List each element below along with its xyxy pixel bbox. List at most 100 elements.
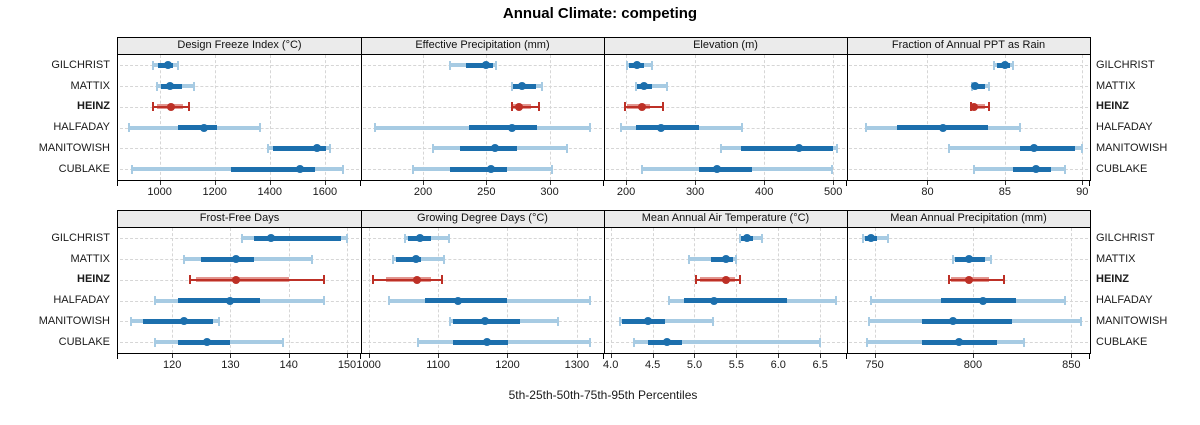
range-cap-low xyxy=(411,164,414,174)
axis-tick-label: 5.0 xyxy=(686,358,703,371)
panel-boundary-tick xyxy=(117,353,118,359)
range-cap-low xyxy=(152,102,155,112)
median-dot xyxy=(296,165,305,174)
gridline-vertical xyxy=(269,55,271,180)
range-cap-high xyxy=(259,123,262,133)
median-dot xyxy=(507,123,516,132)
panel-boundary-tick xyxy=(846,353,847,359)
site-label-right: MATTIX xyxy=(1096,79,1136,92)
axis-tick-label: 1300 xyxy=(564,358,590,371)
range-cap-low xyxy=(391,254,394,264)
gridline-horizontal xyxy=(363,238,602,240)
gridline-vertical xyxy=(652,228,654,353)
range-25-75 xyxy=(396,256,422,262)
axis-tick-label: 400 xyxy=(754,185,774,198)
median-dot xyxy=(411,255,420,264)
gridline-vertical xyxy=(874,228,876,353)
axis-tick xyxy=(549,180,551,185)
axis-tick-label: 150 xyxy=(337,358,357,371)
panel-boundary-tick xyxy=(1089,180,1090,186)
panel-boundary-tick xyxy=(1089,353,1090,359)
axis-tick xyxy=(507,353,509,358)
site-label-left: HEINZ xyxy=(77,100,110,113)
axis-tick xyxy=(1004,180,1006,185)
range-cap-high xyxy=(311,254,314,264)
median-dot xyxy=(971,82,980,91)
range-cap-low xyxy=(448,316,451,326)
site-label-right: MATTIX xyxy=(1096,252,1136,265)
axis-tick-label: 1200 xyxy=(495,358,520,371)
range-5-95 xyxy=(619,319,713,324)
range-cap-high xyxy=(1064,296,1067,306)
gridline-vertical xyxy=(1071,228,1073,353)
axis-tick xyxy=(652,353,654,358)
site-label-left: HALFADAY xyxy=(53,294,110,307)
range-cap-high xyxy=(1003,275,1006,285)
range-cap-high xyxy=(1064,164,1067,174)
median-dot xyxy=(964,275,973,284)
axis-tick-label: 300 xyxy=(685,185,705,198)
axis-tick-label: 120 xyxy=(163,358,182,371)
median-dot xyxy=(163,61,172,70)
gridline-vertical xyxy=(549,55,551,180)
gridline-horizontal xyxy=(363,259,602,261)
axis-tick xyxy=(324,180,326,185)
median-dot xyxy=(949,317,958,326)
site-label-left: MANITOWISH xyxy=(38,141,110,154)
range-5-95 xyxy=(189,278,324,281)
range-cap-low xyxy=(404,233,407,243)
site-label-right: HALFADAY xyxy=(1096,294,1153,307)
panel-separator xyxy=(604,211,605,353)
median-dot xyxy=(482,338,491,347)
range-cap-high xyxy=(341,164,344,174)
gridline-horizontal xyxy=(606,238,845,240)
range-cap-low xyxy=(640,164,643,174)
gridline-vertical xyxy=(324,55,326,180)
range-cap-low xyxy=(130,316,133,326)
median-dot xyxy=(978,296,987,305)
axis-tick-label: 200 xyxy=(616,185,636,198)
gridline-vertical xyxy=(610,228,612,353)
gridline-horizontal xyxy=(849,86,1088,88)
median-dot xyxy=(203,338,212,347)
median-dot xyxy=(412,275,421,284)
panel-strip-title: Elevation (m) xyxy=(693,39,758,51)
range-25-75 xyxy=(453,339,509,345)
axis-tick xyxy=(778,353,780,358)
median-dot xyxy=(199,123,208,132)
gridline-vertical xyxy=(927,55,929,180)
gridline-horizontal xyxy=(606,86,845,88)
range-cap-high xyxy=(887,233,890,243)
range-cap-low xyxy=(623,102,626,112)
range-cap-low xyxy=(972,164,975,174)
panel-boundary-tick xyxy=(360,180,361,186)
range-cap-high xyxy=(761,233,764,243)
range-25-75 xyxy=(272,145,327,151)
axis-tick-label: 130 xyxy=(221,358,240,371)
range-cap-high xyxy=(988,81,991,91)
range-25-75 xyxy=(449,166,507,172)
range-cap-low xyxy=(131,164,134,174)
gridline-horizontal xyxy=(120,65,359,67)
range-5-95 xyxy=(949,146,1083,151)
panel-strip-title: Fraction of Annual PPT as Rain xyxy=(891,39,1046,51)
axis-tick-label: 1100 xyxy=(426,358,450,371)
median-dot xyxy=(454,296,463,305)
axis-tick-label: 85 xyxy=(998,185,1011,198)
median-dot xyxy=(938,123,947,132)
range-cap-high xyxy=(193,81,196,91)
site-label-left: MATTIX xyxy=(70,79,110,92)
range-25-75 xyxy=(683,298,787,304)
gridline-horizontal xyxy=(120,238,359,240)
range-cap-low xyxy=(948,275,951,285)
median-dot xyxy=(721,275,730,284)
range-cap-high xyxy=(1080,316,1083,326)
median-dot xyxy=(743,234,752,243)
gridline-vertical xyxy=(347,228,348,353)
range-cap-high xyxy=(346,233,348,243)
axis-tick xyxy=(610,353,612,358)
range-cap-low xyxy=(372,275,375,285)
gridline-vertical xyxy=(423,55,425,180)
axis-tick-label: 1000 xyxy=(356,358,381,371)
